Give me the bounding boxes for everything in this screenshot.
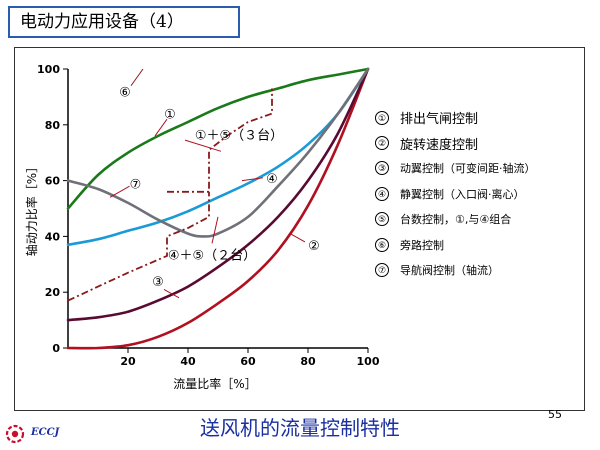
x-tick-label: 100: [357, 355, 380, 368]
x-axis-title: 流量比率［%］: [173, 376, 256, 391]
legend-number: ②: [375, 136, 389, 151]
slide-caption: 送风机的流量控制特性: [200, 416, 400, 440]
slide-title: 电动力应用设备（4）: [8, 6, 240, 38]
y-tick-label: 80: [45, 119, 61, 132]
legend-label: 导航阀控制（轴流）: [400, 264, 499, 278]
legend-label: 台数控制，①,与④组合: [400, 213, 512, 227]
series-7-line: [66, 67, 370, 238]
legend-item-1: ① 排出气闸控制: [375, 105, 536, 130]
legend-item-6: ⑥ 旁路控制: [375, 232, 536, 257]
legend-label: 排出气闸控制: [400, 112, 479, 128]
annotation-leader: [289, 233, 306, 243]
x-tick-label: 80: [300, 355, 316, 368]
y-tick-label: 100: [37, 63, 60, 76]
legend-number: ①: [375, 110, 389, 125]
annotation-leader: [184, 139, 222, 152]
series-1-line: [66, 67, 370, 210]
chart-frame: [14, 47, 585, 411]
legend-item-5: ⑤ 台数控制，①,与④组合: [375, 207, 536, 232]
legend-number: ④: [375, 186, 389, 201]
series-5-segment-1: [67, 191, 210, 302]
legend-item-3: ③ 动翼控制（可变间距·轴流）: [375, 156, 536, 181]
y-tick-label: 0: [52, 342, 60, 355]
annotation-leader: [130, 68, 144, 87]
series-2-line: [66, 67, 370, 350]
annotation-label: ④＋⑤（２台）: [168, 249, 256, 264]
x-tick-label: 40: [180, 355, 196, 368]
legend-item-2: ② 旋转速度控制: [375, 130, 536, 155]
logo-text: ECCJ: [31, 427, 60, 438]
x-tick-label: 20: [120, 355, 136, 368]
y-tick-label: 40: [45, 230, 61, 243]
legend-number: ⑤: [375, 212, 389, 227]
legend-label: 动翼控制（可变间距·轴流）: [400, 162, 536, 176]
annotation-label: ①: [164, 108, 176, 123]
legend-item-7: ⑦ 导航阀控制（轴流）: [375, 257, 536, 282]
series-3-line: [66, 67, 370, 322]
annotation-label: ①＋⑤（３台）: [195, 129, 283, 144]
annotation-leader: [154, 118, 168, 137]
eccj-logo: ECCJ: [3, 423, 63, 445]
annotation-leader: [163, 288, 180, 299]
annotation-leader: [109, 185, 130, 198]
legend-number: ⑥: [375, 237, 389, 252]
series-5-segment-2: [167, 88, 273, 193]
annotation-label: ⑦: [130, 177, 142, 192]
annotation-label: ③: [152, 275, 164, 290]
y-axis-title: 轴动力比率［%］: [24, 161, 39, 256]
legend-item-4: ④ 静翼控制（入口阀·离心）: [375, 181, 536, 206]
annotation-leader: [211, 216, 219, 244]
legend-label: 静翼控制（入口阀·离心）: [400, 187, 525, 201]
eccj-logo-icon: [5, 424, 25, 444]
annotation-leader: [241, 177, 264, 182]
x-tick-label: 60: [240, 355, 256, 368]
y-tick-label: 60: [45, 175, 61, 188]
legend-label: 旋转速度控制: [400, 137, 479, 153]
legend-label: 旁路控制: [400, 238, 444, 252]
annotation-label: ②: [308, 239, 320, 254]
legend-number: ③: [375, 161, 389, 176]
y-tick-label: 20: [45, 286, 61, 299]
series-4-line: [66, 67, 370, 247]
annotation-label: ④: [266, 172, 278, 187]
legend-number: ⑦: [375, 263, 389, 278]
annotation-label: ⑥: [119, 85, 131, 100]
page-number: 55: [548, 408, 562, 421]
chart-legend: ① 排出气闸控制 ② 旋转速度控制 ③ 动翼控制（可变间距·轴流） ④ 静翼控制…: [375, 105, 536, 283]
